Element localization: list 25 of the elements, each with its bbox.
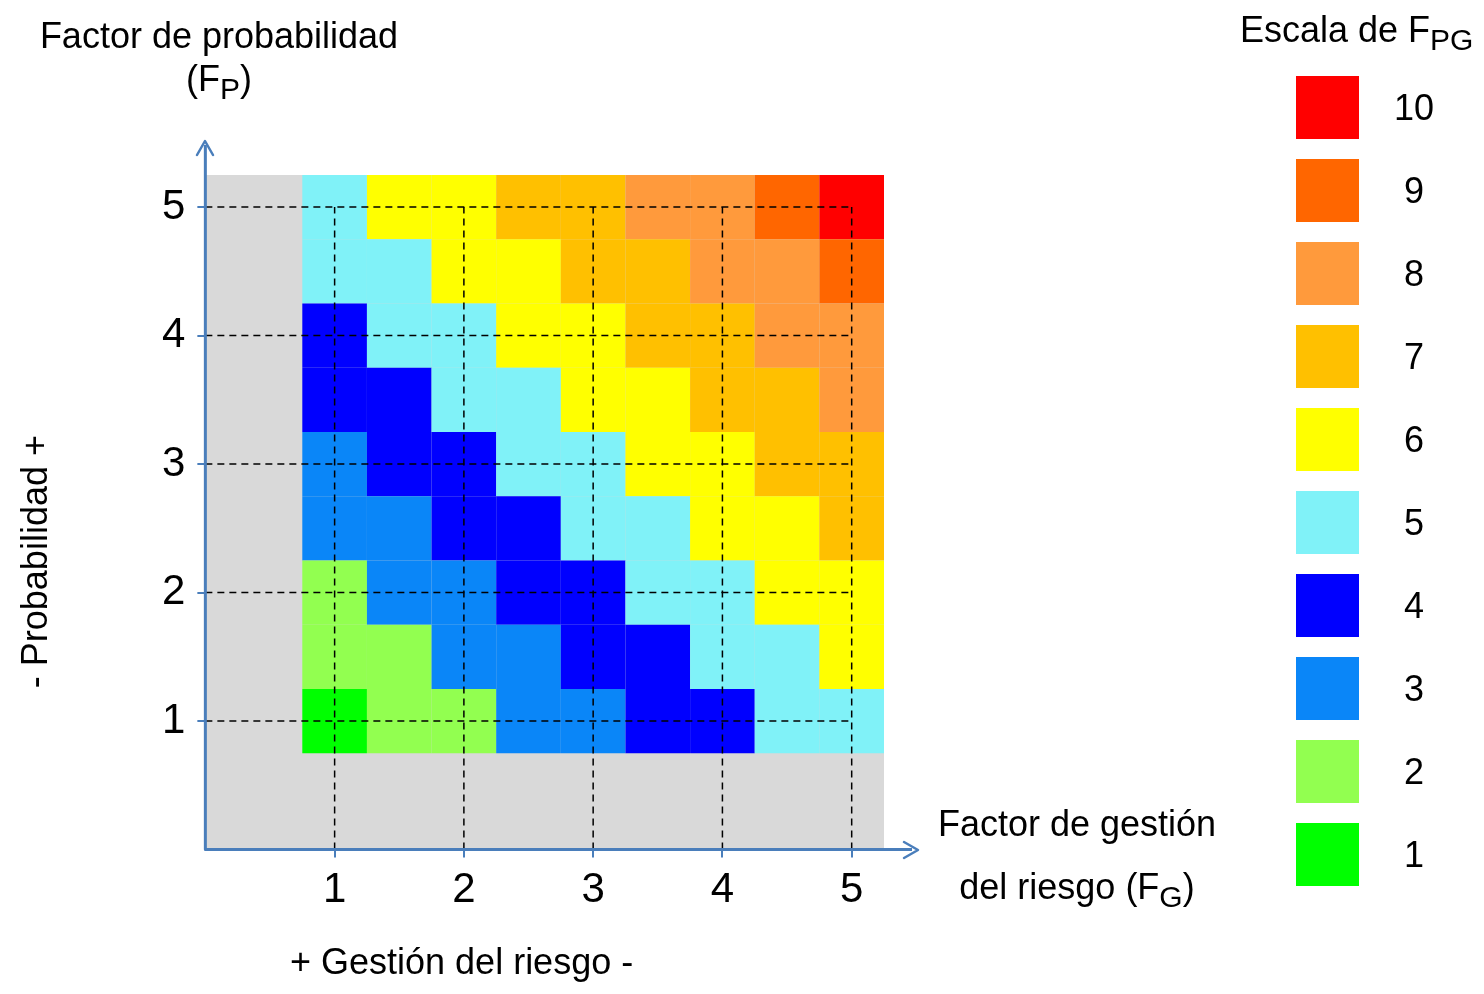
x-tick-label: 5 <box>840 864 864 912</box>
color-bar-label: 3 <box>1403 667 1425 710</box>
color-bar-title: Escala de F$_{PG}$ <box>1240 8 1474 59</box>
color-bar-label: 9 <box>1403 169 1425 212</box>
x-tick-label: 3 <box>581 864 605 912</box>
y-tick-label: 1 <box>162 694 186 742</box>
x-tick-label: 4 <box>710 864 735 912</box>
y-tick-label: 3 <box>162 437 186 485</box>
y-axis-title: Factor de probabilidad (F$_{P}$) <box>38 14 400 108</box>
color-bar-label: 4 <box>1403 584 1425 627</box>
y-tick-label: 2 <box>162 566 186 614</box>
x-tick-label: 2 <box>452 864 476 912</box>
color-bar-label: 5 <box>1403 501 1425 544</box>
color-bar-label: 1 <box>1403 833 1425 876</box>
color-bar-label: 7 <box>1403 335 1425 378</box>
color-bar-label: 2 <box>1403 750 1425 793</box>
color-bar-label: 6 <box>1403 418 1425 461</box>
x-axis-title: Factor de gestión del riesgo (F$_{G}$) <box>936 802 1218 916</box>
text: + Gestión del riesgo - <box>290 940 634 984</box>
x-tick-label: 1 <box>322 864 347 912</box>
color-bar-label: 8 <box>1403 252 1425 295</box>
color-bar-label: 10 <box>1392 86 1435 129</box>
text: - Probabilidad + <box>13 435 56 689</box>
y-tick-label: 5 <box>162 180 186 228</box>
y-tick-label: 4 <box>162 309 186 357</box>
